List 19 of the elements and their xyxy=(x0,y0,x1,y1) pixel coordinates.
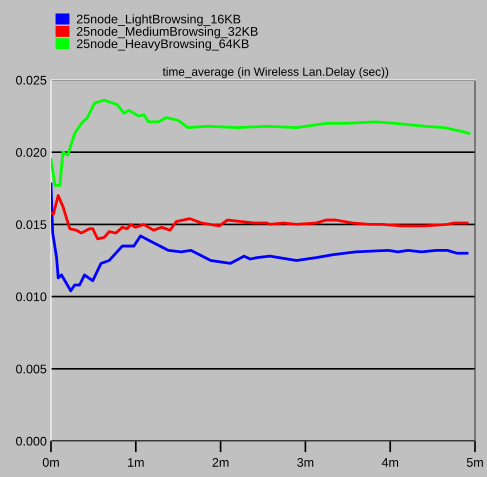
x-tick-label: 2m xyxy=(212,458,228,467)
x-tick-label: 5m xyxy=(466,458,483,467)
y-tick-label: 0.010 xyxy=(16,292,46,302)
line-series xyxy=(51,98,470,187)
legend-label: 25node_HeavyBrowsing_64KB xyxy=(76,39,249,51)
y-tick-label: 0.020 xyxy=(16,148,46,157)
x-tick-label: 3m xyxy=(297,458,314,467)
legend-label: 25node_MediumBrowsing_32KB xyxy=(76,26,258,38)
y-tick-label: 0.025 xyxy=(16,76,46,85)
y-tick-label: 0.015 xyxy=(16,220,46,230)
x-tick-label: 4m xyxy=(382,458,398,467)
line-series xyxy=(51,182,469,292)
y-tick-label: 0.000 xyxy=(16,436,46,446)
legend-label: 25node_LightBrowsing_16KB xyxy=(76,14,240,26)
y-tick-label: 0.005 xyxy=(16,364,46,374)
x-tick-label: 1m xyxy=(128,458,144,467)
chart-title: time_average (in Wireless Lan.Delay (sec)) xyxy=(162,67,388,78)
x-tick-label: 0m xyxy=(42,458,59,467)
line-series xyxy=(51,194,469,240)
